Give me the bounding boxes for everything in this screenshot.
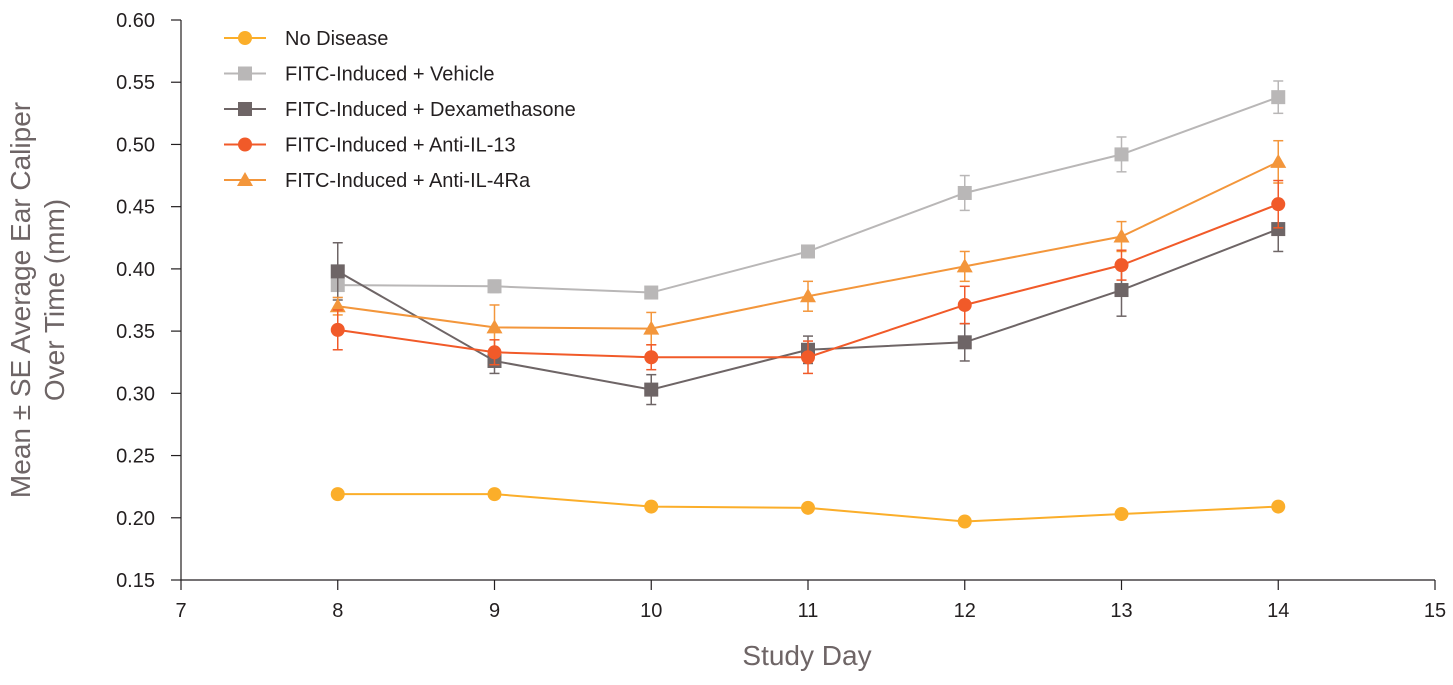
data-point [1114,283,1129,298]
x-tick-label: 14 [1267,600,1289,622]
data-point [329,298,346,313]
data-point [1271,222,1286,237]
data-point [800,288,816,303]
y-tick-label: 0.15 [116,570,155,592]
x-tick-label: 11 [798,600,819,622]
y-axis-title-line1: Mean ± SE Average Ear Caliper [5,102,36,498]
data-point [487,279,502,294]
data-point [957,514,972,529]
series-fitc-induced-anti-il-13 [330,179,1286,375]
legend-label: FITC-Induced + Vehicle [285,64,495,86]
legend-label: No Disease [285,28,388,50]
legend-item: FITC-Induced + Anti-IL-13 [224,135,516,157]
data-point [330,322,345,337]
y-tick-label: 0.20 [116,508,155,530]
data-point [801,244,815,259]
legend-marker [238,137,252,152]
series-layer [329,80,1287,529]
legend-marker [238,31,252,45]
data-point [487,345,502,360]
legend-item: No Disease [224,28,388,50]
data-point [1113,228,1130,243]
legend-label: FITC-Induced + Dexamethasone [285,99,576,121]
legend-marker [237,172,253,186]
data-point [644,285,659,300]
y-axis-title: Mean ± SE Average Ear Caliper Over Time … [5,102,70,498]
x-tick-label: 13 [1110,600,1132,622]
data-point [486,319,503,334]
y-tick-label: 0.45 [116,197,155,219]
x-tick-label: 8 [332,600,343,622]
legend-label: FITC-Induced + Anti-IL-4Ra [285,170,531,192]
legend-marker [238,102,252,116]
data-point [1271,197,1286,212]
y-tick-label: 0.30 [116,383,155,405]
y-tick-label: 0.60 [116,10,155,32]
legend-item: FITC-Induced + Anti-IL-4Ra [224,170,531,192]
x-tick-label: 12 [954,600,976,622]
legend: No Disease FITC-Induced + Vehicle FITC-Ind… [224,28,576,192]
y-tick-label: 0.25 [116,446,155,468]
data-point [801,500,815,515]
legend-marker [238,66,252,81]
data-point [1271,499,1286,514]
data-point [957,297,972,312]
data-point [956,258,973,273]
data-point [330,487,345,502]
data-point [1114,147,1129,162]
data-point [1114,258,1129,273]
data-point [801,350,815,365]
data-point [957,185,972,200]
x-axis-title: Study Day [742,640,871,671]
legend-label: FITC-Induced + Anti-IL-13 [285,135,516,157]
x-tick-label: 15 [1424,600,1446,622]
x-tick-label: 7 [175,600,186,622]
data-point [1114,507,1129,522]
data-point [487,487,502,502]
y-tick-label: 0.35 [116,321,155,343]
data-point [957,335,972,350]
data-point [1270,153,1287,168]
series-no-disease [330,487,1286,529]
y-axis-title-line2: Over Time (mm) [39,199,70,401]
data-point [644,499,659,514]
y-tick-label: 0.50 [116,134,155,156]
data-point [644,382,659,397]
x-tick-label: 10 [640,600,662,622]
y-tick-label: 0.55 [116,72,155,94]
legend-item: FITC-Induced + Vehicle [224,64,495,86]
series-line [337,96,1279,294]
x-tick-label: 9 [489,600,500,622]
axes: 0.15 0.20 0.25 0.30 0.35 0.40 0.45 0.50 0.55 0.60… [116,10,1446,622]
data-point [644,350,659,365]
y-tick-label: 0.40 [116,259,155,281]
data-point [643,320,660,335]
data-point [330,264,345,279]
data-point [1271,90,1286,105]
legend-item: FITC-Induced + Dexamethasone [224,99,576,121]
